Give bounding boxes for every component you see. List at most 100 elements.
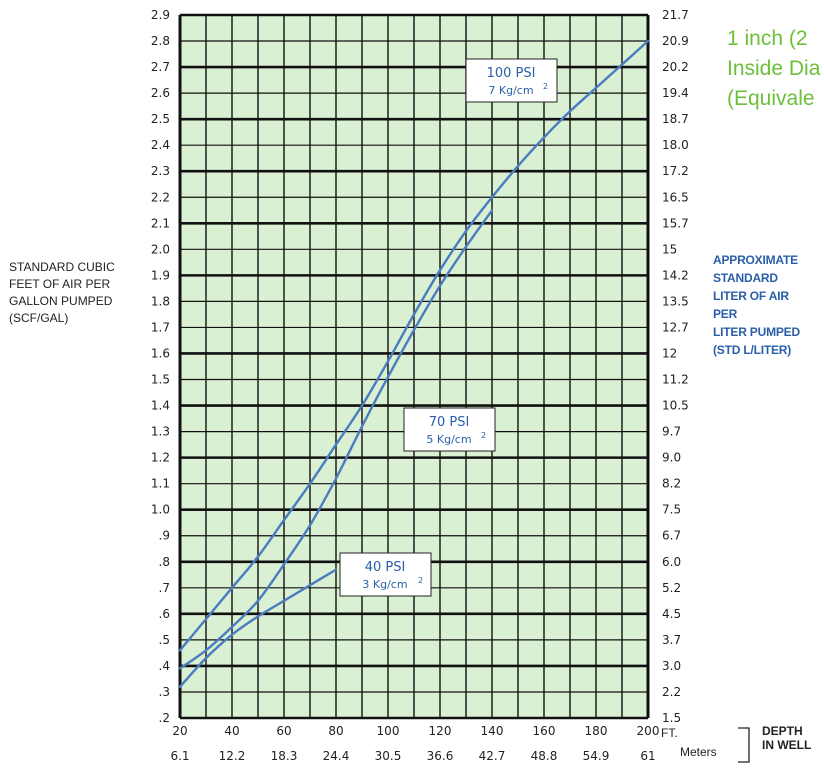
x-tick-label-ft: 200: [637, 724, 660, 738]
curves: [178, 39, 650, 688]
y-tick-label-left: .3: [159, 685, 170, 699]
y-tick-label-left: 2.3: [151, 164, 170, 178]
y-tick-label-left: 2.2: [151, 190, 170, 204]
series-70-psi-line: [178, 209, 494, 670]
y-tick-label-right: 15.7: [662, 216, 689, 230]
y-tick-label-right: 18.0: [662, 138, 689, 152]
y-tick-label-right: 6.7: [662, 529, 681, 543]
x-tick-label-m: 54.9: [583, 749, 610, 763]
right-axis-label-line: (STD L/LITER): [713, 343, 792, 357]
x-tick-label-m: 6.1: [170, 749, 189, 763]
y-tick-label-right: 16.5: [662, 190, 689, 204]
grid: [178, 13, 650, 720]
depth-bracket: [738, 727, 750, 763]
x-tick-label-ft: 100: [377, 724, 400, 738]
x-tick-label-m: 18.3: [271, 749, 298, 763]
y-tick-label-left: 1.6: [151, 346, 170, 360]
right-axis-label: APPROXIMATE STANDARD LITER OF AIR PER LI…: [713, 251, 824, 359]
x-unit-meters: Meters: [680, 745, 717, 759]
y-tick-label-right: 6.0: [662, 555, 681, 569]
x-tick-label-ft: 120: [429, 724, 452, 738]
left-axis-label-line: (SCF/GAL): [9, 311, 69, 325]
label-100-psi-unit: 7 Kg/cm: [488, 84, 533, 97]
y-tick-label-left: 1.5: [151, 373, 170, 387]
label-100-psi-exp: 2: [543, 82, 548, 91]
right-axis-label-line: STANDARD: [713, 271, 778, 285]
right-axis-label-line: LITER OF AIR: [713, 289, 789, 303]
x-tick-label-m: 30.5: [375, 749, 402, 763]
y-tick-label-right: 11.2: [662, 373, 689, 387]
x-tick-label-ft: 180: [585, 724, 608, 738]
y-tick-label-left: 2.7: [151, 60, 170, 74]
label-70-psi-exp: 2: [481, 431, 486, 440]
series-100-psi-line: [178, 39, 650, 652]
x-tick-label-m: 42.7: [479, 749, 506, 763]
x-unit-ft: FT.: [661, 726, 678, 740]
x-tick-label-ft: 80: [328, 724, 343, 738]
y-tick-label-left: 2.4: [151, 138, 170, 152]
y-tick-label-right: 12.7: [662, 320, 689, 334]
tick-labels: 2.9 21.72.8 20.92.7 20.22.6 19.42.5 18.72.4 18…: [151, 8, 689, 763]
left-axis-label: STANDARD CUBIC FEET OF AIR PER GALLON PU…: [9, 259, 159, 327]
depth-label-line: DEPTH: [762, 724, 803, 738]
chart-title-line-2: Inside Dia: [727, 57, 821, 80]
x-tick-label-m: 24.4: [323, 749, 350, 763]
right-axis-label-line: APPROXIMATE: [713, 253, 798, 267]
y-tick-label-left: .4: [159, 659, 170, 673]
y-tick-label-right: 7.5: [662, 503, 681, 517]
depth-in-well-label: DEPTH IN WELL: [762, 724, 811, 752]
label-40-psi-unit: 3 Kg/cm: [362, 578, 407, 591]
label-70-psi: 70 PSI 5 Kg/cm 2: [403, 407, 496, 452]
y-tick-label-left: 1.1: [151, 477, 170, 491]
y-tick-label-right: 8.2: [662, 477, 681, 491]
y-tick-label-right: 17.2: [662, 164, 689, 178]
label-40-psi-name: 40 PSI: [365, 560, 406, 575]
left-axis-label-line: STANDARD CUBIC: [9, 260, 115, 274]
y-tick-label-left: .5: [159, 633, 170, 647]
y-tick-label-left: 1.0: [151, 503, 170, 517]
chart-title-line-1: 1 inch (2: [727, 27, 808, 50]
y-tick-label-right: 1.5: [662, 711, 681, 725]
y-tick-label-right: 2.2: [662, 685, 681, 699]
chart-title-line-3: (Equivale: [727, 87, 815, 110]
x-tick-label-ft: 160: [533, 724, 556, 738]
y-tick-label-left: 1.3: [151, 425, 170, 439]
x-tick-label-ft: 140: [481, 724, 504, 738]
y-tick-label-right: 14.2: [662, 268, 689, 282]
y-tick-label-left: .6: [159, 607, 170, 621]
y-tick-label-right: 20.2: [662, 60, 689, 74]
y-tick-label-left: 2.0: [151, 242, 170, 256]
label-70-psi-name: 70 PSI: [429, 415, 470, 430]
y-tick-label-right: 9.0: [662, 451, 681, 465]
y-tick-label-right: 4.5: [662, 607, 681, 621]
y-tick-label-right: 5.2: [662, 581, 681, 595]
y-tick-label-left: .2: [159, 711, 170, 725]
label-100-psi: 100 PSI 7 Kg/cm 2: [465, 58, 558, 103]
y-tick-label-left: 1.9: [151, 268, 170, 282]
x-tick-label-m: 36.6: [427, 749, 454, 763]
y-tick-label-left: 1.8: [151, 294, 170, 308]
series-40-psi-line: [178, 568, 338, 688]
y-tick-label-left: .8: [159, 555, 170, 569]
right-axis-label-line: LITER PUMPED: [713, 325, 800, 339]
x-tick-label-ft: 60: [276, 724, 291, 738]
y-tick-label-left: .7: [159, 581, 170, 595]
y-tick-label-left: .9: [159, 529, 170, 543]
y-tick-label-left: 2.1: [151, 216, 170, 230]
depth-label-line: IN WELL: [762, 738, 812, 752]
y-tick-label-left: 2.8: [151, 34, 170, 48]
label-40-psi: 40 PSI 3 Kg/cm 2: [339, 552, 432, 597]
y-tick-label-right: 21.7: [662, 8, 689, 22]
y-tick-label-right: 15: [662, 242, 677, 256]
label-40-psi-exp: 2: [418, 576, 423, 585]
y-tick-label-right: 10.5: [662, 399, 689, 413]
y-tick-label-right: 18.7: [662, 112, 689, 126]
y-tick-label-left: 2.6: [151, 86, 170, 100]
left-axis-label-line: FEET OF AIR PER: [9, 277, 111, 291]
label-100-psi-name: 100 PSI: [487, 66, 536, 81]
right-axis-label-line: PER: [713, 307, 738, 321]
y-tick-label-right: 9.7: [662, 425, 681, 439]
y-tick-label-right: 20.9: [662, 34, 689, 48]
x-tick-label-ft: 20: [172, 724, 187, 738]
